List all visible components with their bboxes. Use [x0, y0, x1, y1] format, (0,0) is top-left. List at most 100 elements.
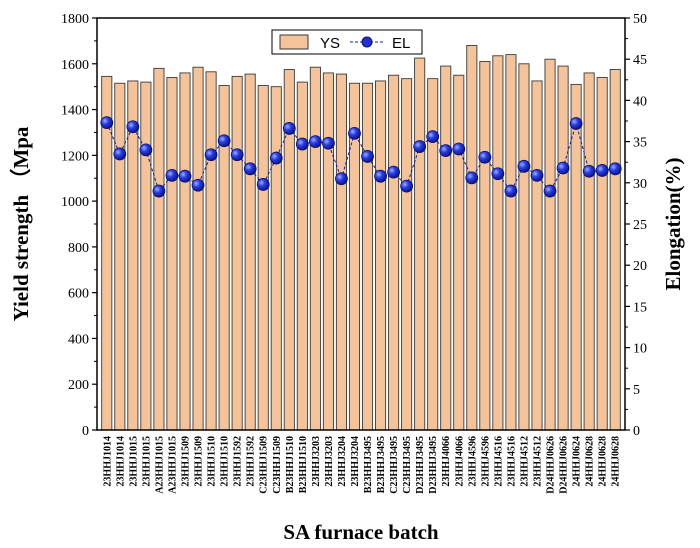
category-label: 23HHJ1509	[181, 436, 192, 487]
category-label: 23HHJ1592	[233, 436, 244, 487]
ys-bar	[296, 81, 308, 431]
category-label: 23HHJ4516	[506, 436, 517, 487]
el-point	[295, 137, 309, 151]
el-point	[543, 184, 557, 198]
ys-bar	[205, 71, 217, 431]
ys-bar	[192, 66, 204, 431]
left-tick-label: 600	[68, 287, 89, 302]
el-point	[556, 161, 570, 175]
ys-bar	[557, 65, 569, 431]
el-point	[217, 134, 231, 148]
category-label: 24HHJ0628	[611, 436, 622, 487]
el-line	[106, 121, 616, 193]
right-tick-label: 40	[633, 94, 647, 109]
el-point	[204, 148, 218, 162]
right-tick-label: 15	[633, 300, 647, 315]
el-point	[230, 148, 244, 162]
ys-bar	[518, 63, 530, 431]
ys-bar	[231, 75, 243, 431]
category-label: D23HHJ3495	[428, 436, 439, 494]
category-labels: 23HHJ1014 23HHJ1014 23HHJ1015 23HHJ1015 A23H…	[102, 436, 621, 494]
el-point	[269, 151, 283, 165]
category-label: A23HHJ1015	[167, 436, 178, 494]
el-point	[387, 165, 400, 179]
ys-bar	[257, 85, 269, 431]
category-label: C23HHJ1509	[272, 436, 283, 494]
category-label: C23HHJ3495	[402, 436, 413, 494]
ys-bar	[570, 83, 582, 431]
ys-bar	[401, 78, 413, 431]
el-point	[191, 178, 205, 192]
y-axis-title-left: Yield strength （Mpa	[9, 126, 33, 321]
legend: YS EL	[271, 29, 423, 55]
el-point	[256, 178, 270, 191]
category-label: A23HHJ1015	[154, 436, 165, 494]
category-label: 23HHJ3204	[350, 436, 361, 487]
right-tick-label: 35	[633, 136, 647, 151]
ys-bar	[375, 80, 387, 431]
el-point	[178, 169, 192, 183]
y-axis-title-right: Elongation(%)	[661, 157, 685, 290]
el-point	[530, 168, 544, 182]
category-label: 23HHJ1510	[220, 436, 231, 487]
ys-bar	[453, 74, 465, 431]
right-tick-label: 45	[633, 53, 647, 68]
right-axis-ticks: 0 5 10 15 20 25 30 35 40 45 50	[625, 12, 647, 439]
ys-bar	[153, 67, 165, 431]
el-point	[439, 144, 453, 158]
category-label: 23HHJ1014	[115, 436, 126, 487]
category-label: 23HHJ3203	[311, 436, 322, 487]
ys-bar	[309, 66, 321, 431]
ys-bar	[479, 61, 491, 431]
el-point	[100, 116, 114, 130]
category-label: 23HHJ1014	[102, 436, 113, 487]
el-point	[413, 140, 427, 153]
category-label: D23HHJ3495	[415, 436, 426, 494]
category-label: B23HHJ3495	[363, 436, 374, 493]
ys-bars	[101, 45, 621, 431]
left-tick-label: 200	[68, 378, 89, 393]
left-tick-label: 1400	[61, 104, 89, 119]
category-label: B23HHJ3495	[376, 436, 387, 493]
left-tick-label: 800	[68, 241, 89, 256]
ys-bar	[596, 77, 608, 431]
ys-bar	[583, 72, 595, 431]
left-tick-label: 0	[82, 424, 89, 439]
category-label: 23HHJ1592	[246, 436, 257, 487]
ys-bar	[414, 57, 426, 431]
right-tick-label: 50	[633, 12, 647, 27]
ys-bar	[166, 77, 178, 431]
ys-bar	[140, 81, 152, 431]
el-point	[374, 169, 387, 183]
ys-bar	[388, 74, 400, 431]
el-point	[400, 179, 414, 193]
el-point	[322, 136, 335, 150]
left-axis-ticks: 0 200 400 600 800 1000 1200 1400 1600 1800	[61, 12, 97, 439]
category-label: B23HHJ1510	[298, 436, 309, 493]
right-tick-label: 0	[633, 424, 640, 439]
category-label: 23HHJ4516	[493, 436, 504, 487]
right-tick-label: 25	[633, 218, 647, 233]
legend-el-marker	[361, 36, 373, 48]
category-label: 24HHJ0628	[585, 436, 596, 487]
legend-ys-swatch	[279, 34, 309, 50]
ys-bar	[270, 86, 282, 431]
ys-bar	[244, 73, 256, 431]
ys-bar	[361, 82, 374, 431]
el-point	[243, 162, 257, 176]
ys-bar	[440, 65, 452, 431]
category-label: 23HHJ1510	[207, 436, 218, 487]
el-point	[335, 172, 348, 186]
category-label: C23HHJ3495	[389, 436, 400, 494]
category-label: 23HHJ4596	[480, 436, 491, 487]
category-label: 23HHJ4512	[533, 436, 544, 487]
el-point	[595, 164, 609, 177]
right-tick-label: 5	[633, 383, 640, 398]
el-point	[504, 184, 518, 198]
left-tick-label: 1600	[61, 58, 89, 73]
el-point	[478, 150, 492, 164]
ys-bar	[322, 72, 334, 431]
el-point	[517, 159, 531, 173]
el-point	[126, 120, 140, 134]
